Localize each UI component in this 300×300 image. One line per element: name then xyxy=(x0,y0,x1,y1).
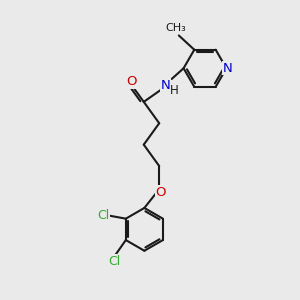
Text: Cl: Cl xyxy=(108,255,120,268)
Text: N: N xyxy=(223,62,233,75)
Text: N: N xyxy=(160,79,170,92)
Text: H: H xyxy=(170,84,179,98)
Text: Cl: Cl xyxy=(97,208,109,222)
Text: O: O xyxy=(126,75,136,88)
Text: CH₃: CH₃ xyxy=(165,23,186,33)
Text: O: O xyxy=(155,186,166,199)
